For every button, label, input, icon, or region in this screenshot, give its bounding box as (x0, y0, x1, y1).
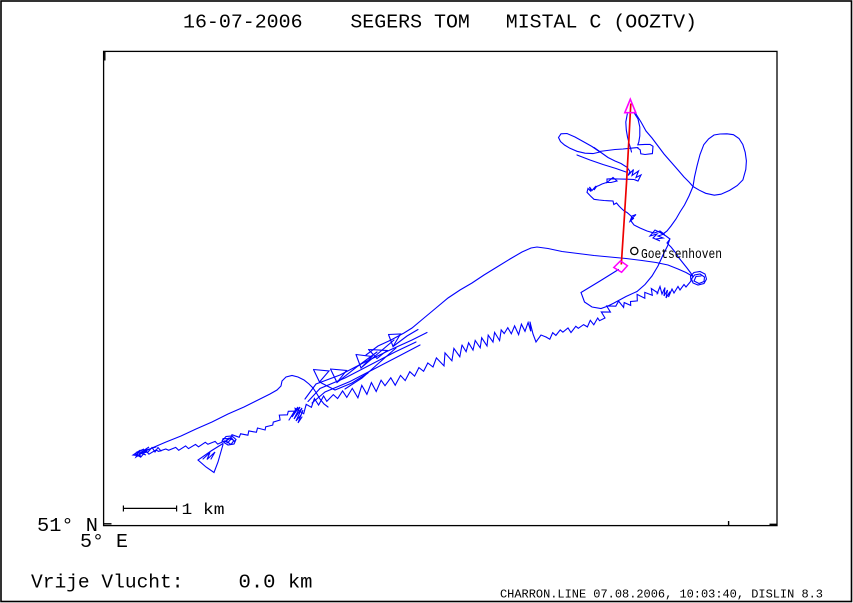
svg-text:Vrije Vlucht:: Vrije Vlucht: (31, 571, 184, 593)
svg-text:16-07-2006 SEGERS TOM MIS: 16-07-2006 SEGERS TOM MISTAL C (OOZTV) (183, 12, 697, 34)
svg-text:0.0 km: 0.0 km (239, 571, 313, 593)
svg-text:5° E: 5° E (80, 531, 128, 553)
svg-text:CHARRON.LINE 07.08.2006, 10:03: CHARRON.LINE 07.08.2006, 10:03:40, DISLI… (500, 588, 823, 602)
svg-text:51° N: 51° N (37, 515, 98, 537)
svg-text:1 km: 1 km (182, 501, 225, 519)
svg-text:Goetsenhoven: Goetsenhoven (641, 247, 722, 263)
